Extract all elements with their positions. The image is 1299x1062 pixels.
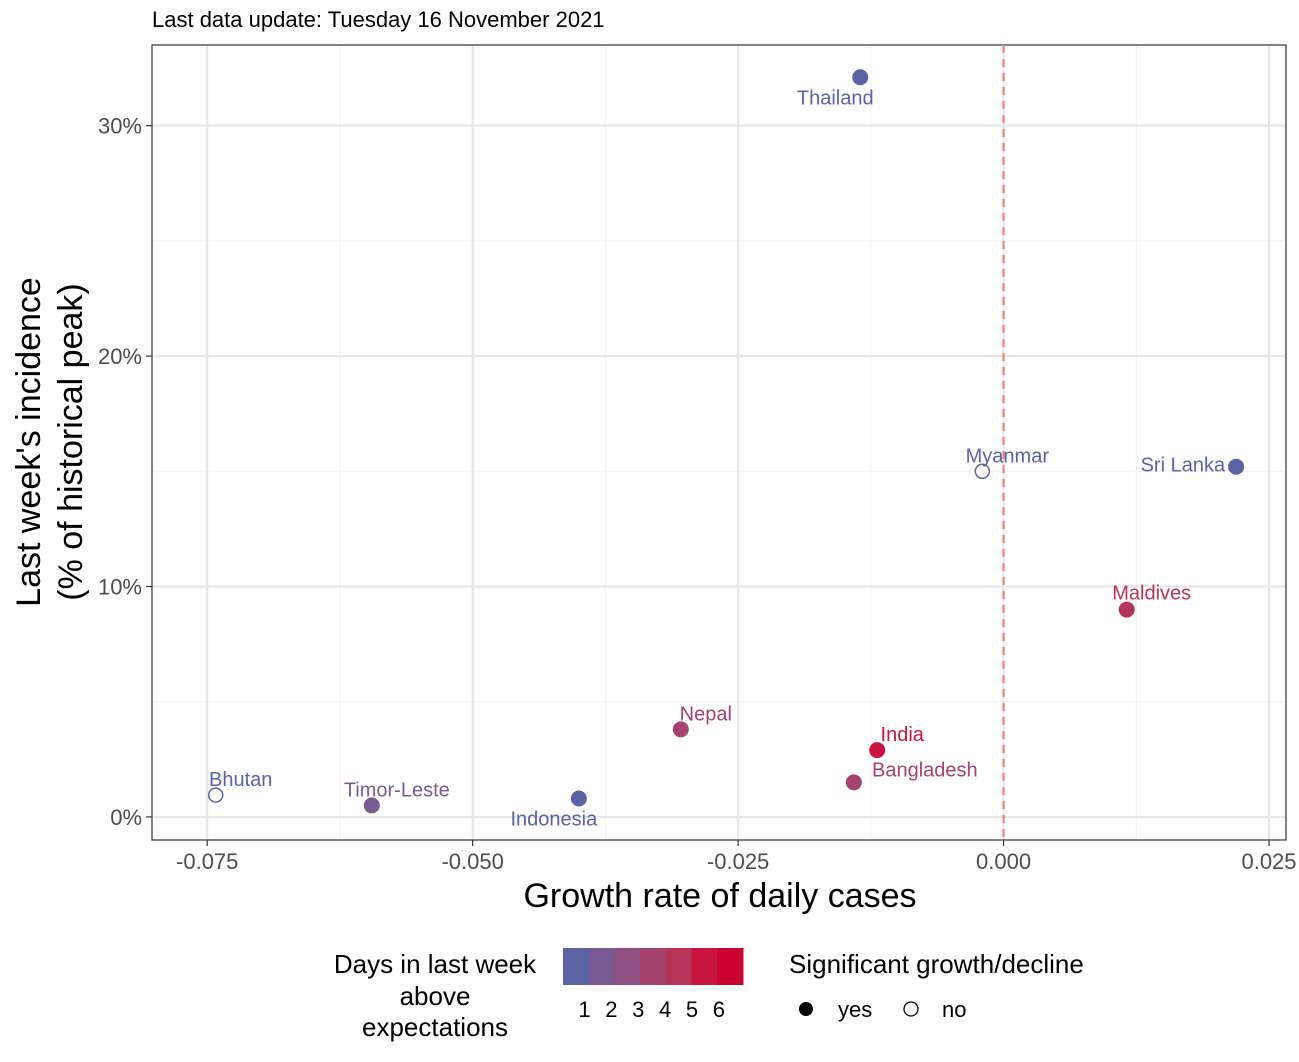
point-label-india: India	[881, 724, 925, 746]
point-maldives	[1118, 601, 1135, 618]
legend-yes-label: yes	[838, 997, 872, 1022]
point-label-maldives: Maldives	[1112, 583, 1191, 605]
chart-subtitle: Last data update: Tuesday 16 November 20…	[152, 7, 605, 32]
y-tick-label: 0%	[110, 805, 142, 830]
colorbar-label: 3	[632, 997, 644, 1022]
legend-color-title-line3: expectations	[362, 1012, 508, 1042]
point-thailand	[852, 69, 869, 86]
legend-significant: Significant growth/decline yes no	[789, 949, 1084, 1022]
point-india	[869, 742, 886, 759]
colorbar-label: 1	[578, 997, 590, 1022]
point-label-bhutan: Bhutan	[209, 769, 272, 791]
legend-colorbar	[563, 948, 744, 985]
colorbar-segment	[563, 948, 590, 985]
legend-yes-marker	[799, 1002, 813, 1016]
y-axis: 0% 10% 20% 30%	[98, 114, 152, 830]
legend-no-label: no	[942, 997, 966, 1022]
colorbar-segment	[588, 948, 615, 985]
x-tick-label: -0.050	[441, 849, 503, 874]
point-label-nepal: Nepal	[680, 703, 732, 725]
point-label-thailand: Thailand	[797, 87, 874, 109]
plot-panel-border	[151, 44, 1287, 841]
legend-color-title-line1: Days in last week	[334, 949, 537, 979]
colorbar-label: 5	[686, 997, 698, 1022]
point-timor-leste	[363, 797, 380, 814]
colorbar-label: 2	[605, 997, 617, 1022]
point-label-timor-leste: Timor-Leste	[344, 779, 450, 801]
colorbar-segment	[717, 948, 744, 985]
x-axis: -0.075 -0.050 -0.025 0.000 0.025	[176, 840, 1297, 874]
legend-shape-title: Significant growth/decline	[789, 949, 1084, 979]
x-tick-label: 0.000	[976, 849, 1031, 874]
y-axis-title-line1: Last week's incidence	[10, 277, 48, 607]
y-tick-label: 10%	[98, 575, 142, 600]
x-axis-title: Growth rate of daily cases	[523, 877, 916, 915]
colorbar-segment	[614, 948, 641, 985]
x-tick-label: -0.025	[707, 849, 769, 874]
data-points	[207, 69, 1245, 814]
legend-no-marker	[903, 1001, 919, 1017]
point-label-bangladesh: Bangladesh	[872, 759, 978, 781]
colorbar-label: 6	[713, 997, 725, 1022]
colorbar-label: 4	[659, 997, 671, 1022]
x-tick-label: -0.075	[176, 849, 238, 874]
colorbar-segment	[691, 948, 718, 985]
y-axis-title-line2: (% of historical peak)	[52, 283, 90, 600]
y-tick-label: 30%	[98, 114, 142, 139]
colorbar-segment	[640, 948, 667, 985]
point-label-sri-lanka: Sri Lanka	[1141, 455, 1226, 477]
point-label-myanmar: Myanmar	[966, 445, 1050, 467]
point-indonesia	[570, 790, 587, 807]
x-tick-label: 0.025	[1241, 849, 1296, 874]
y-tick-label: 20%	[98, 344, 142, 369]
point-nepal	[672, 721, 689, 738]
legend-color-title-line2: above	[400, 981, 471, 1011]
point-myanmar	[974, 463, 991, 480]
point-sri-lanka	[1228, 458, 1245, 475]
point-label-indonesia: Indonesia	[510, 809, 598, 831]
colorbar-segment	[665, 948, 693, 985]
point-labels: Thailand Myanmar Sri Lanka Maldives Nepal Ind…	[209, 87, 1226, 830]
point-bangladesh	[845, 774, 862, 791]
point-bhutan	[207, 787, 224, 803]
